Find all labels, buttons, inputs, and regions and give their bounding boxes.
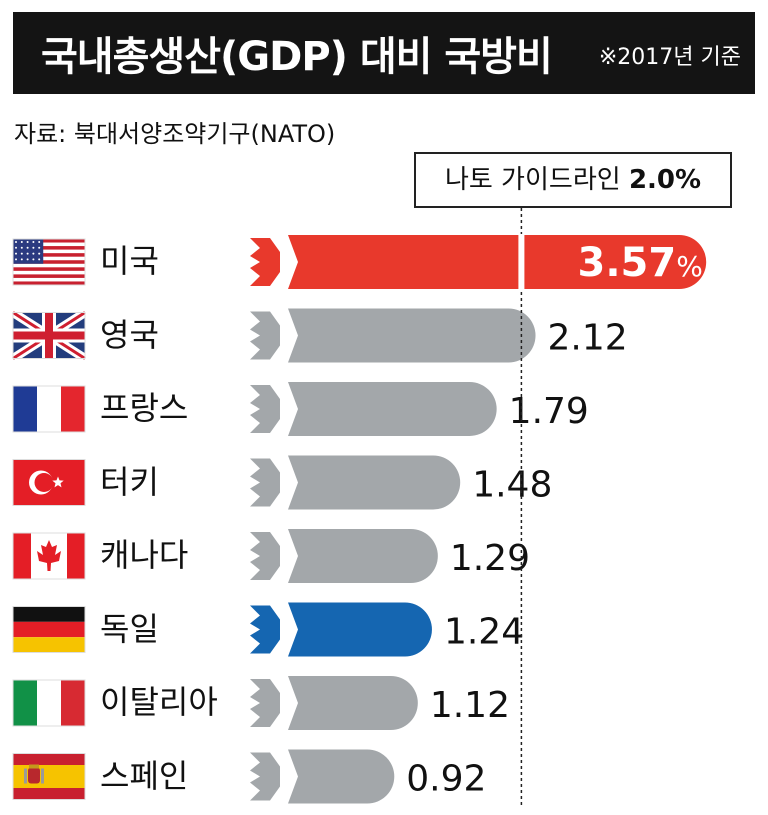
value-label-5: 1.29 [450, 538, 530, 579]
guideline-label: 나토 가이드라인 [444, 165, 621, 195]
bar-6: 1.24 [250, 602, 524, 657]
guideline-box: 나토 가이드라인 2.0% [414, 152, 732, 208]
date-note: ※2017년 기준 [598, 45, 741, 70]
bar-8: 0.92 [250, 749, 486, 804]
france-flag-icon [12, 385, 86, 433]
bar-tail-1 [250, 238, 280, 286]
bar-body-3 [288, 382, 497, 436]
turkey-flag-icon [12, 459, 86, 506]
guideline-value: 2.0% [628, 165, 702, 195]
italy-flag-icon [12, 679, 86, 727]
bar-tail-7 [250, 679, 280, 727]
bar-tail-5 [250, 532, 280, 580]
value-label-8: 0.92 [406, 759, 486, 800]
bar-4: 1.48 [250, 455, 552, 510]
category-label-7: 이탈리아 [100, 683, 218, 721]
bar-tail-4 [250, 458, 280, 507]
spain-flag-icon [12, 753, 86, 800]
bar-body-1 [288, 235, 707, 289]
value-label-2: 2.12 [548, 318, 628, 359]
source-label: 자료: 북대서양조약기구(NATO) [14, 120, 336, 148]
value-label-1: 3.57 [577, 240, 676, 286]
bar-2: 2.12 [250, 308, 628, 363]
bar-body-7 [288, 676, 418, 730]
category-label-1: 미국 [100, 242, 159, 280]
bar-5: 1.29 [250, 529, 530, 583]
bar-body-8 [288, 749, 395, 804]
bar-tail-2 [250, 311, 280, 360]
category-label-6: 독일 [100, 609, 159, 648]
bar-tail-6 [250, 605, 280, 654]
bar-body-4 [288, 455, 461, 510]
category-label-5: 캐나다 [100, 536, 189, 574]
bar-tail-3 [250, 385, 280, 433]
bar-body-6 [288, 602, 432, 657]
guideline-gap [518, 234, 525, 290]
value-unit-label: % [676, 250, 703, 283]
canada-flag-icon [12, 532, 86, 580]
bar-1: 3.57% [250, 235, 707, 289]
value-label-7: 1.12 [430, 685, 510, 726]
bar-tail-8 [250, 752, 280, 801]
category-label-4: 터키 [100, 462, 159, 501]
germany-flag-icon [12, 606, 86, 653]
bar-body-5 [288, 529, 438, 583]
bar-body-2 [288, 308, 536, 363]
uk-flag-icon [10, 308, 88, 363]
category-label-8: 스페인 [100, 756, 189, 795]
bar-3: 1.79 [250, 382, 589, 436]
us-flag-icon [12, 238, 86, 286]
value-label-4: 1.48 [472, 465, 552, 506]
category-label-3: 프랑스 [100, 389, 189, 427]
value-label-6: 1.24 [444, 612, 524, 653]
category-label-2: 영국 [100, 315, 159, 354]
page-title: 국내총생산(GDP) 대비 국방비 [41, 34, 553, 80]
bar-7: 1.12 [250, 676, 510, 730]
title-bar: 국내총생산(GDP) 대비 국방비 ※2017년 기준 [13, 12, 755, 94]
